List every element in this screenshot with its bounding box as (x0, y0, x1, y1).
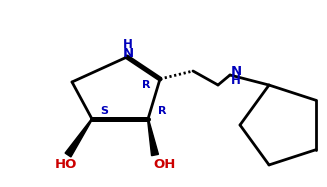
Text: H: H (231, 73, 241, 87)
Text: N: N (122, 47, 133, 59)
Polygon shape (147, 119, 159, 156)
Text: R: R (158, 106, 166, 116)
Text: OH: OH (154, 159, 176, 171)
Text: HO: HO (55, 159, 77, 171)
Text: S: S (100, 106, 108, 116)
Polygon shape (65, 119, 93, 157)
Text: N: N (231, 65, 242, 77)
Text: R: R (142, 80, 150, 90)
Text: H: H (123, 38, 133, 50)
